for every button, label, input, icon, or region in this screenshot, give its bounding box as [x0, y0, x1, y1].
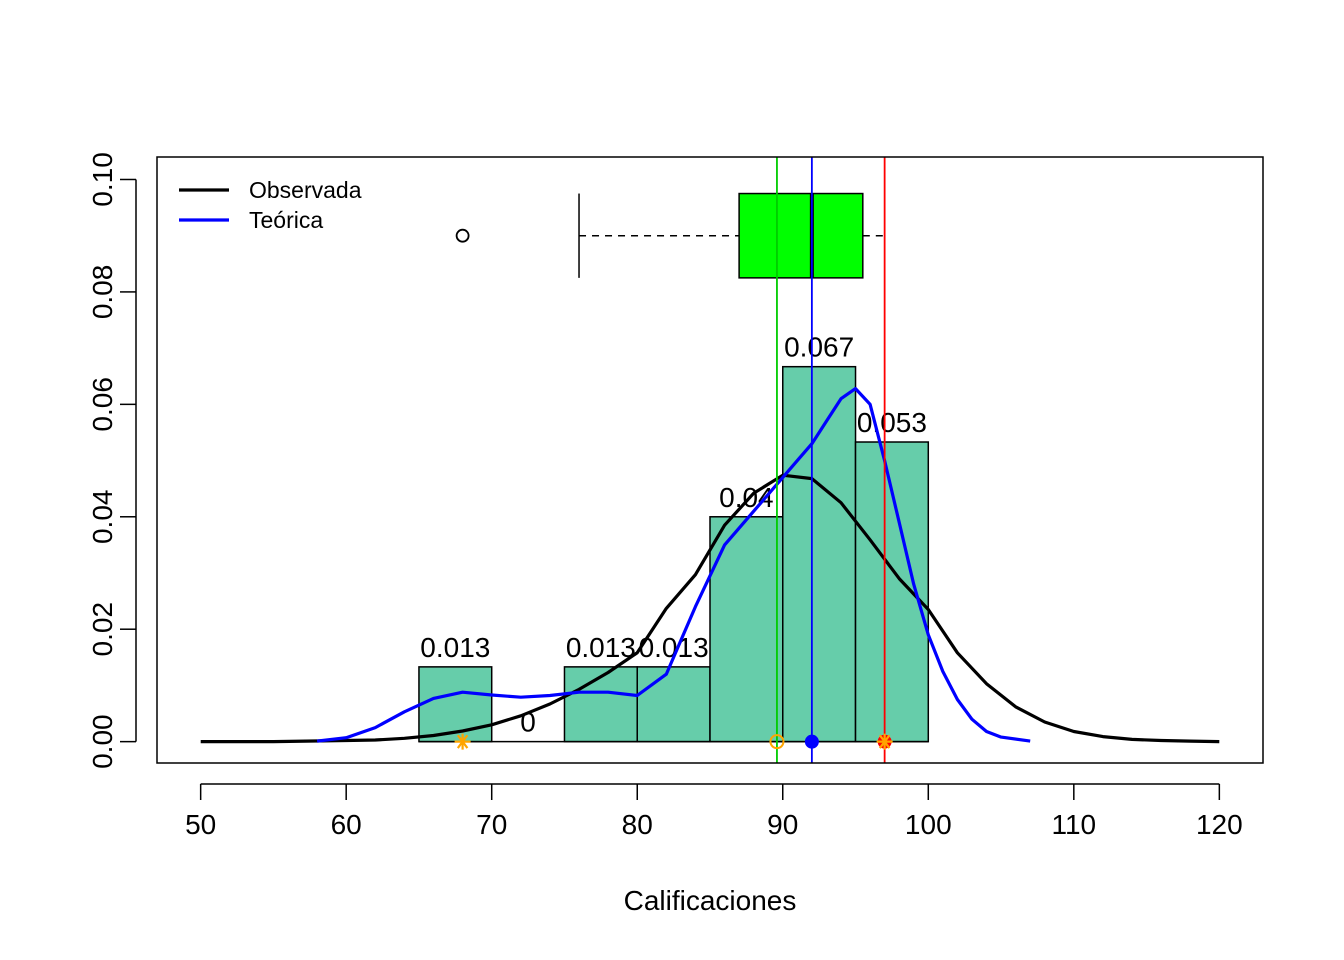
y-tick-label-0: 0.00 [87, 714, 118, 769]
density-line-teórica [316, 387, 1031, 743]
y-tick-label-2: 0.04 [87, 490, 118, 545]
x-tick-label-2: 70 [476, 809, 507, 840]
y-tick-label-1: 0.02 [87, 602, 118, 657]
x-axis-title: Calificaciones [624, 885, 797, 916]
x-tick-label-1: 60 [331, 809, 362, 840]
point-marker-0 [454, 733, 471, 750]
boxplot-box [738, 192, 864, 279]
legend-label-1: Teórica [249, 207, 323, 233]
x-tick-label-5: 100 [905, 809, 952, 840]
x-tick-label-0: 50 [185, 809, 216, 840]
plot-frame [156, 156, 1264, 764]
point-marker-1 [769, 734, 785, 750]
legend-label-0: Observada [249, 177, 362, 203]
bar-label-0: 0.013 [420, 632, 490, 663]
density-line-observada [200, 473, 1220, 744]
x-tick-label-7: 120 [1196, 809, 1243, 840]
x-tick-label-6: 110 [1051, 809, 1096, 840]
bar-label-5: 0.067 [784, 332, 854, 363]
bar-label-6: 0.053 [857, 407, 927, 438]
y-tick-label-3: 0.06 [87, 377, 118, 432]
x-tick-label-3: 80 [622, 809, 653, 840]
x-tick-label-4: 90 [767, 809, 798, 840]
histogram-bar-0 [418, 666, 493, 743]
histogram-bar-5 [782, 365, 857, 743]
histogram-bar-3 [636, 666, 711, 743]
point-marker-2 [804, 734, 819, 749]
y-tick-label-5: 0.10 [87, 152, 118, 207]
y-tick-label-4: 0.08 [87, 265, 118, 320]
boxplot-outlier-0 [455, 228, 470, 243]
point-marker-4 [876, 733, 893, 750]
bar-label-2: 0.013 [566, 632, 636, 663]
